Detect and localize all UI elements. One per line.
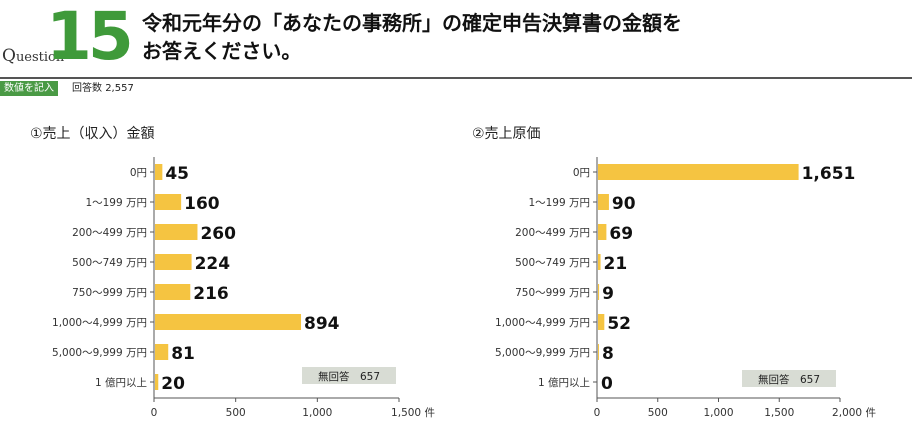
bar — [598, 164, 799, 180]
data-label: 9 — [602, 284, 614, 304]
x-tick-label: 500 — [648, 407, 668, 419]
category-label: 200～499 万円 — [515, 227, 590, 239]
category-label: 0円 — [573, 167, 590, 179]
title-line-2: お答えください。 — [142, 39, 302, 63]
data-label: 69 — [609, 224, 633, 244]
x-tick-label: 500 — [226, 407, 246, 419]
question-number: 15 — [46, 0, 134, 75]
x-tick-label: 0 — [594, 407, 601, 419]
bar — [598, 314, 605, 330]
data-label: 20 — [161, 374, 185, 394]
bar — [155, 284, 191, 300]
category-label: 1～199 万円 — [85, 197, 147, 209]
bar — [155, 344, 169, 360]
category-label: 200～499 万円 — [72, 227, 147, 239]
category-label: 1 億円以上 — [538, 376, 590, 389]
bar — [598, 344, 599, 360]
bar — [155, 314, 302, 330]
no-answer-label: 無回答 657 — [318, 370, 380, 383]
category-label: 1～199 万円 — [528, 197, 590, 209]
data-label: 216 — [193, 284, 229, 304]
category-label: 500～749 万円 — [515, 257, 590, 269]
category-label: 0円 — [130, 167, 147, 179]
category-label: 1 億円以上 — [95, 376, 147, 389]
category-label: 1,000～4,999 万円 — [495, 317, 590, 329]
question-title: 令和元年分の「あなたの事務所」の確定申告決算書の金額を お答えください。 — [142, 9, 682, 65]
data-label: 894 — [304, 314, 340, 334]
bar — [598, 284, 600, 300]
x-tick-label: 0 — [151, 407, 158, 419]
chart-title-cost: ②売上原価 — [472, 126, 541, 142]
category-label: 5,000～9,999 万円 — [52, 347, 147, 359]
x-tick-label: 1,000 — [302, 407, 332, 419]
data-label: 8 — [602, 344, 614, 364]
data-label: 45 — [165, 164, 189, 184]
bar — [155, 254, 192, 270]
data-label: 21 — [604, 254, 628, 274]
chart-title-sales: ①売上（収入）金額 — [30, 126, 155, 142]
category-label: 5,000～9,999 万円 — [495, 347, 590, 359]
x-tick-label: 2,000 件 — [832, 407, 876, 419]
category-label: 500～749 万円 — [72, 257, 147, 269]
data-label: 260 — [200, 224, 236, 244]
bar — [598, 194, 609, 210]
data-label: 160 — [184, 194, 220, 214]
title-line-1: 令和元年分の「あなたの事務所」の確定申告決算書の金額を — [142, 11, 682, 35]
data-label: 0 — [601, 374, 613, 394]
data-label: 90 — [612, 194, 636, 214]
x-tick-label: 1,500 — [764, 407, 794, 419]
bar — [155, 164, 163, 180]
header-divider — [0, 77, 912, 79]
no-answer-box — [302, 367, 396, 384]
answer-type-tag: 数値を記入 — [0, 81, 58, 96]
no-answer-label: 無回答 657 — [758, 373, 820, 386]
bar — [155, 194, 182, 210]
x-tick-label: 1,500 件 — [391, 407, 435, 419]
category-label: 1,000～4,999 万円 — [52, 317, 147, 329]
response-count-value: 2,557 — [105, 83, 134, 94]
data-label: 1,651 — [802, 164, 856, 184]
bar — [155, 374, 159, 390]
data-label: 81 — [171, 344, 195, 364]
data-label: 224 — [195, 254, 231, 274]
bar — [598, 254, 601, 270]
question-prefix: Question — [2, 46, 65, 66]
response-count: 回答数 2,557 — [72, 81, 134, 96]
category-label: 750～999 万円 — [72, 287, 147, 299]
category-label: 750～999 万円 — [515, 287, 590, 299]
x-tick-label: 1,000 — [703, 407, 733, 419]
bar — [598, 224, 607, 240]
no-answer-box — [742, 370, 836, 387]
bar — [155, 224, 198, 240]
data-label: 52 — [607, 314, 631, 334]
response-count-label: 回答数 — [72, 83, 102, 94]
